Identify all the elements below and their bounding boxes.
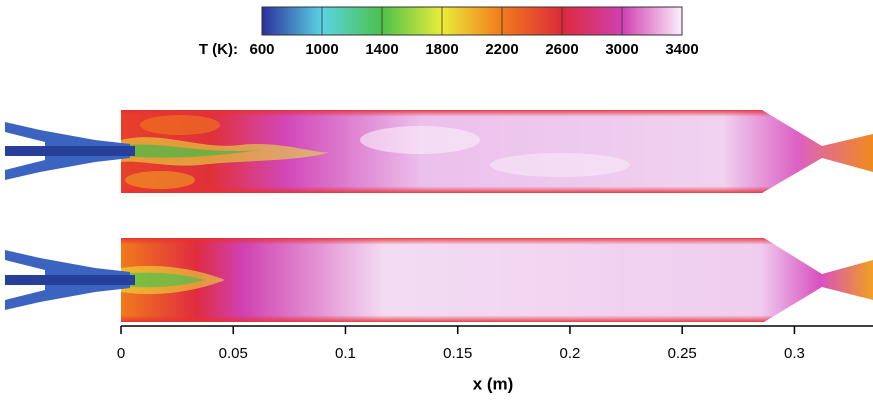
injectors <box>5 122 135 310</box>
x-tick-label: 0 <box>117 345 125 362</box>
colorbar-tick-label: 600 <box>249 41 274 58</box>
x-tick-label: 0.05 <box>219 345 248 362</box>
temperature-field-top <box>121 110 873 193</box>
temperature-field-bottom <box>121 238 873 322</box>
x-tick-label: 0.15 <box>443 345 472 362</box>
colorbar-tick-label: 1400 <box>365 41 398 58</box>
colorbar-label: T (K): <box>199 41 238 58</box>
colorbar-tick-label: 2200 <box>485 41 518 58</box>
colorbar-tick-label: 1800 <box>425 41 458 58</box>
colorbar-tick-label: 2600 <box>545 41 578 58</box>
x-tick-label: 0.3 <box>784 345 805 362</box>
colorbar-tick-label: 1000 <box>305 41 338 58</box>
x-axis-label: x (m) <box>473 374 514 393</box>
x-tick-label: 0.1 <box>335 345 356 362</box>
x-tick-label: 0.25 <box>668 345 697 362</box>
colorbar-tick-label: 3400 <box>665 41 698 58</box>
x-tick-label: 0.2 <box>560 345 581 362</box>
colorbar <box>261 6 683 36</box>
colorbar-tick-label: 3000 <box>605 41 638 58</box>
